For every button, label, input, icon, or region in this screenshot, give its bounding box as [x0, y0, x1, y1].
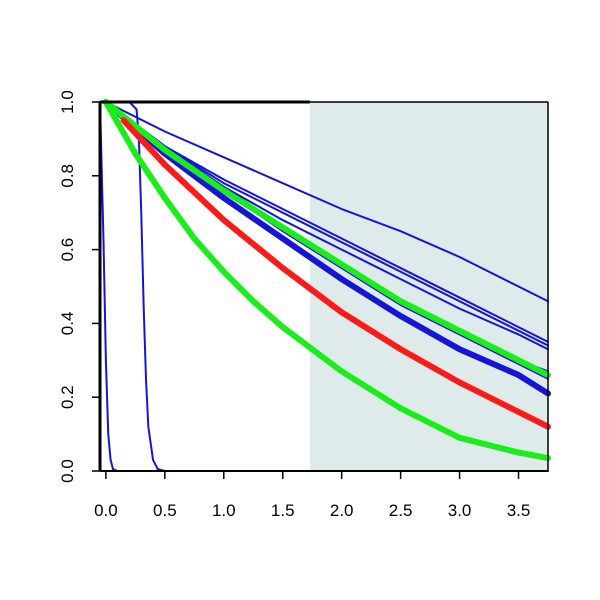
x-tick-label: 2.0 [330, 501, 354, 520]
x-tick-label: 3.0 [448, 501, 472, 520]
y-tick-label: 0.8 [58, 164, 77, 188]
axes-layer: 0.0 0.5 1.0 1.5 2.0 2.5 3.0 3.5 0.0 0.2 0.4 0.6 0.8 1… [58, 90, 549, 520]
series-line-green-10 [102, 99, 551, 379]
series-line-green-12 [102, 99, 551, 462]
x-tick-label: 1.5 [271, 501, 295, 520]
series-line-blue-4 [104, 101, 549, 343]
y-tick-label: 0.4 [58, 312, 77, 336]
y-tick-label: 0.2 [58, 385, 77, 409]
series-line-blue-5 [104, 101, 549, 347]
x-tick-label: 1.0 [212, 501, 236, 520]
series-line-blue-9 [102, 99, 551, 397]
x-tick-label: 0.5 [153, 501, 177, 520]
series-layer [99, 99, 551, 472]
x-tick-label: 3.5 [507, 501, 531, 520]
series-line-red-11 [120, 117, 551, 430]
x-tick-label: 0.0 [94, 501, 118, 520]
series-line-blue-3 [104, 101, 549, 303]
x-tick-label: 2.5 [389, 501, 413, 520]
y-tick-label: 1.0 [58, 90, 77, 114]
y-tick-label: 0.0 [58, 459, 77, 483]
y-tick-label: 0.6 [58, 238, 77, 262]
